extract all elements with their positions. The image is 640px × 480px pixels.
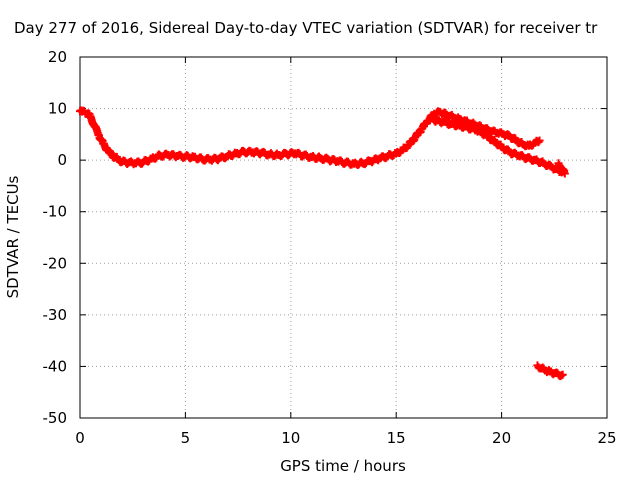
y-tick-label: 0	[57, 151, 67, 169]
grid	[80, 57, 607, 418]
data-point	[558, 370, 567, 379]
tick-labels: 0 5 10 15 20 25 -50 -40 -30 -20 -10 0 10 20	[43, 48, 617, 447]
x-tick-label: 20	[492, 429, 511, 447]
data-point	[554, 159, 563, 168]
y-axis-title: SDTVAR / TECUs	[4, 175, 22, 298]
data-point	[403, 142, 412, 151]
x-axis-title: GPS time / hours	[280, 457, 406, 475]
x-tick-label: 5	[181, 429, 191, 447]
data-point	[535, 136, 544, 145]
y-tick-label: -30	[43, 306, 68, 324]
y-tick-label: 20	[48, 48, 67, 66]
y-tick-label: 10	[48, 100, 67, 118]
y-tick-label: -10	[43, 203, 68, 221]
data-point	[534, 138, 543, 147]
x-tick-label: 0	[75, 429, 85, 447]
y-tick-label: -20	[43, 254, 68, 272]
y-tick-label: -40	[43, 357, 68, 375]
plot-frame	[79, 56, 608, 419]
x-tick-label: 25	[597, 429, 616, 447]
y-tick-label: -50	[43, 409, 68, 427]
data-points	[76, 106, 569, 381]
x-tick-label: 10	[281, 429, 300, 447]
chart-title: Day 277 of 2016, Sidereal Day-to-day VTE…	[14, 19, 598, 37]
tick-marks	[79, 56, 608, 419]
x-tick-label: 15	[387, 429, 406, 447]
